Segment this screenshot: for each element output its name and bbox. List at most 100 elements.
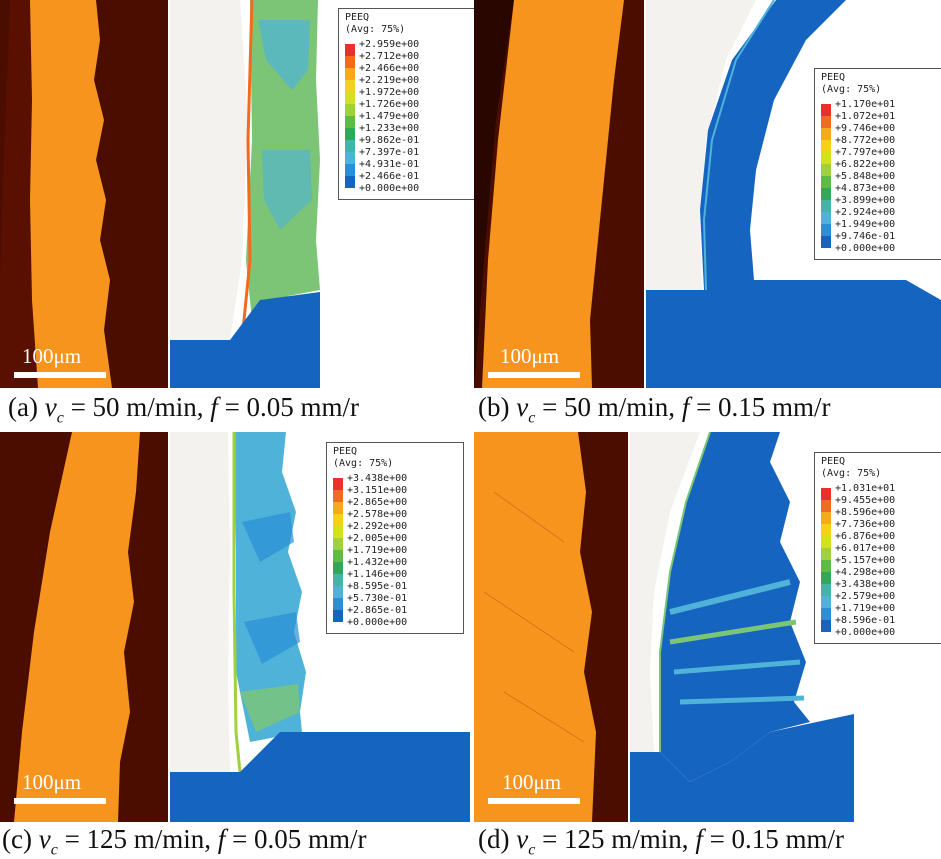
legend-value: +4.298e+00 <box>835 567 896 578</box>
caption-d-prefix: (d) <box>478 824 517 854</box>
legend-color-swatch <box>821 584 831 596</box>
legend-color-swatch <box>821 188 831 200</box>
legend-value: +2.005e+00 <box>347 533 408 544</box>
legend-color-swatch <box>345 104 355 116</box>
legend-value: +9.455e+00 <box>835 495 896 506</box>
legend-value: +2.579e+00 <box>835 591 896 602</box>
micrograph-c: 100μm <box>0 432 168 822</box>
micrograph-b-image <box>474 0 644 388</box>
legend-color-swatch <box>345 68 355 80</box>
legend-color-swatch <box>333 586 343 598</box>
legend-subtitle-d: (Avg: 75%) <box>821 468 882 479</box>
legend-title-b: PEEQ <box>821 72 846 83</box>
legend-value: +4.931e-01 <box>359 159 420 170</box>
caption-a-f: f <box>210 392 218 422</box>
caption-d-v: v <box>516 824 529 854</box>
legend-values-c: +3.438e+00 +3.151e+00 +2.865e+00 +2.578e+00… <box>347 473 407 629</box>
caption-a-feed: = 0.05 mm/r <box>217 392 360 422</box>
legend-color-swatch <box>333 502 343 514</box>
legend-value: +1.972e+00 <box>359 87 420 98</box>
legend-value: +1.479e+00 <box>359 111 420 122</box>
legend-value: +5.157e+00 <box>835 555 896 566</box>
legend-color-swatch <box>333 478 343 490</box>
caption-d: (d) vc = 125 m/min, f = 0.15 mm/r <box>478 824 844 859</box>
legend-value: +2.466e+00 <box>359 63 420 74</box>
simulation-c-image <box>170 432 470 822</box>
legend-value: +8.595e-01 <box>347 581 408 592</box>
legend-color-swatch <box>333 526 343 538</box>
caption-b-speed: = 50 m/min, <box>535 392 682 422</box>
legend-color-swatch <box>821 572 831 584</box>
caption-d-speed: = 125 m/min, <box>535 824 696 854</box>
caption-b-prefix: (b) <box>478 392 517 422</box>
legend-value: +3.151e+00 <box>347 485 408 496</box>
caption-b-f: f <box>681 392 690 422</box>
legend-values-a: +2.959e+00 +2.712e+00 +2.466e+00 +2.219e+00… <box>359 39 419 195</box>
legend-color-swatch <box>821 140 831 152</box>
legend-color-swatch <box>345 116 355 128</box>
micrograph-a-image <box>0 0 168 388</box>
legend-colorbar-a <box>345 44 355 195</box>
legend-value: +0.000e+00 <box>835 627 896 638</box>
legend-value: +6.017e+00 <box>835 543 896 554</box>
caption-a-sub: c <box>56 409 64 427</box>
caption-d-feed: = 0.15 mm/r <box>702 824 845 854</box>
legend-value: +4.873e+00 <box>835 183 896 194</box>
legend-value: +2.865e+00 <box>347 497 408 508</box>
legend-value: +1.719e+00 <box>347 545 408 556</box>
scale-label-d: 100μm <box>502 770 562 794</box>
legend-value: +8.772e+00 <box>835 135 896 146</box>
legend-color-swatch <box>821 152 831 164</box>
legend-value: +6.876e+00 <box>835 531 896 542</box>
legend-title-c: PEEQ <box>333 446 358 457</box>
legend-value: +2.712e+00 <box>359 51 420 62</box>
legend-value: +7.736e+00 <box>835 519 896 530</box>
legend-a: PEEQ (Avg: 75%) +2.959e+00 +2.712e+00 +2.4… <box>338 8 476 200</box>
legend-color-swatch <box>821 608 831 620</box>
legend-value: +1.031e+01 <box>835 483 896 494</box>
legend-value: +1.170e+01 <box>835 99 896 110</box>
legend-color-swatch <box>821 176 831 188</box>
legend-value: +5.848e+00 <box>835 171 896 182</box>
legend-subtitle-b: (Avg: 75%) <box>821 84 882 95</box>
legend-color-swatch <box>821 500 831 512</box>
legend-color-swatch <box>821 116 831 128</box>
legend-value: +9.862e-01 <box>359 135 420 146</box>
legend-values-b: +1.170e+01 +1.072e+01 +9.746e+00 +8.772e+00… <box>835 99 895 255</box>
legend-color-swatch <box>821 200 831 212</box>
legend-value: +1.949e+00 <box>835 219 896 230</box>
legend-value: +1.072e+01 <box>835 111 896 122</box>
legend-color-swatch <box>345 44 355 56</box>
caption-c-speed: = 125 m/min, <box>57 824 218 854</box>
legend-color-swatch <box>821 104 831 116</box>
legend-color-swatch <box>821 164 831 176</box>
legend-value: +9.746e+00 <box>835 123 896 134</box>
legend-color-swatch <box>821 212 831 224</box>
legend-value: +1.233e+00 <box>359 123 420 134</box>
legend-value: +2.959e+00 <box>359 39 420 50</box>
legend-colorbar-c <box>333 478 343 629</box>
legend-color-swatch <box>821 620 831 632</box>
scale-bar-c <box>14 798 106 804</box>
legend-color-swatch <box>333 514 343 526</box>
legend-color-swatch <box>821 128 831 140</box>
legend-value: +2.865e-01 <box>347 605 408 616</box>
legend-color-swatch <box>821 548 831 560</box>
caption-d-f: f <box>695 824 703 854</box>
scale-label-c: 100μm <box>22 770 82 794</box>
legend-color-swatch <box>821 224 831 236</box>
simulation-d-image <box>630 432 854 822</box>
scale-bar-a <box>14 372 106 378</box>
legend-colorbar-d <box>821 488 831 639</box>
legend-color-swatch <box>345 140 355 152</box>
legend-value: +1.726e+00 <box>359 99 420 110</box>
scale-label-a: 100μm <box>22 344 82 368</box>
legend-value: +0.000e+00 <box>835 243 896 254</box>
caption-c: (c) vc = 125 m/min, f = 0.05 mm/r <box>2 824 367 859</box>
legend-value: +3.438e+00 <box>835 579 896 590</box>
legend-title-a: PEEQ <box>345 12 370 23</box>
legend-value: +7.797e+00 <box>835 147 896 158</box>
scale-bar-b <box>488 372 580 378</box>
legend-subtitle-c: (Avg: 75%) <box>333 458 394 469</box>
legend-value: +1.719e+00 <box>835 603 896 614</box>
